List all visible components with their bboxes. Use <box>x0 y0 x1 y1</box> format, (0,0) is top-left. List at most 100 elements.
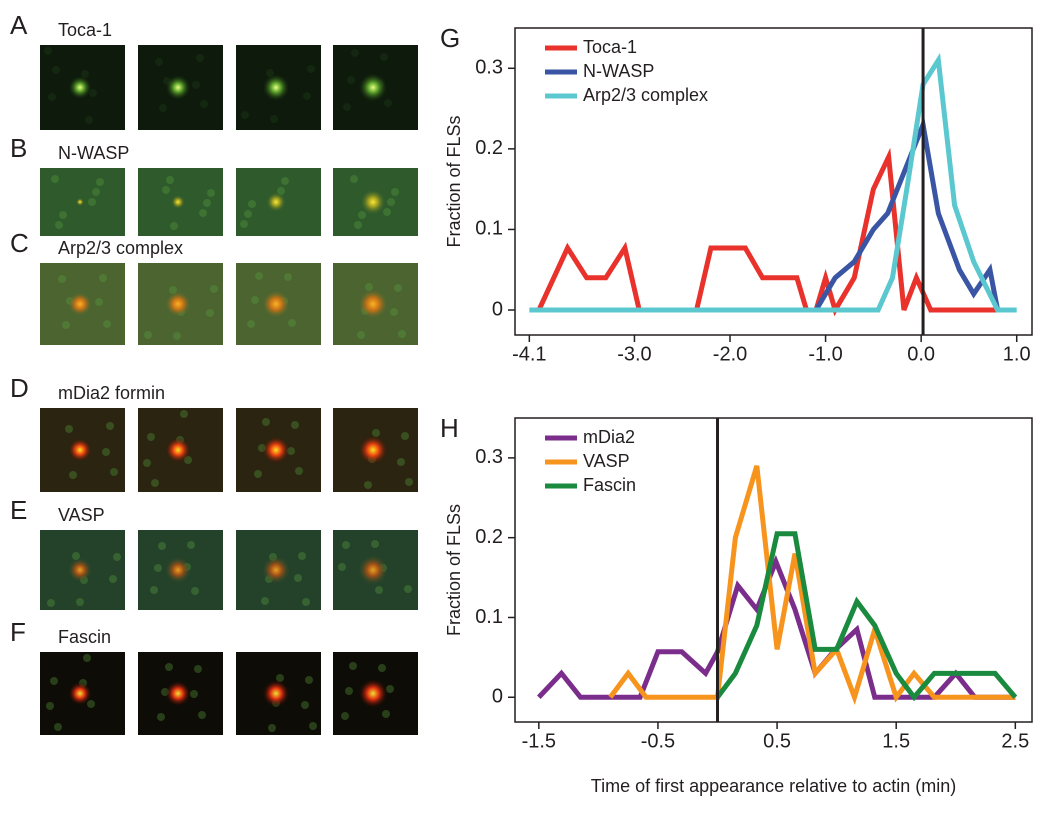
speck <box>173 332 181 340</box>
series-line <box>536 147 1008 317</box>
speck <box>158 542 166 550</box>
x-tick-label: -3.0 <box>617 343 651 365</box>
speck <box>397 458 405 466</box>
spot <box>358 555 388 585</box>
speck <box>281 177 289 185</box>
spot <box>165 74 191 101</box>
x-tick-label: -2.0 <box>713 343 747 365</box>
speck <box>143 459 151 467</box>
speck <box>76 598 84 606</box>
speck <box>387 198 395 206</box>
speck <box>244 210 252 218</box>
speck <box>144 331 152 339</box>
legend-label: Toca-1 <box>583 37 637 57</box>
legend-label: Fascin <box>583 475 636 495</box>
speck <box>170 222 178 230</box>
speck <box>46 702 54 710</box>
legend-label: VASP <box>583 451 630 471</box>
speck <box>203 199 211 207</box>
x-tick-label: 0.0 <box>907 343 935 365</box>
x-tick-label: 2.5 <box>1001 730 1029 752</box>
speck <box>109 575 117 583</box>
speck <box>307 65 315 73</box>
speck <box>47 599 55 607</box>
speck <box>106 422 114 430</box>
spot <box>266 192 286 212</box>
speck <box>162 186 170 194</box>
speck <box>390 308 398 316</box>
speck <box>190 690 198 698</box>
y-tick-label: 0.3 <box>475 57 503 79</box>
speck <box>196 54 204 62</box>
spot <box>358 289 388 319</box>
y-tick-label: 0.3 <box>475 446 503 468</box>
speck <box>270 115 278 123</box>
speck <box>372 429 380 437</box>
y-tick-label: 0.2 <box>475 137 503 159</box>
speck <box>375 586 383 594</box>
speck <box>262 418 270 426</box>
spot <box>68 75 92 100</box>
spot <box>358 435 388 465</box>
panel-letter: F <box>10 617 26 647</box>
spot <box>68 558 92 582</box>
spot <box>165 437 191 463</box>
y-tick-label: 0.1 <box>475 218 503 240</box>
series-line <box>715 531 1018 702</box>
speck <box>302 598 310 606</box>
speck <box>241 111 249 119</box>
speck <box>159 104 167 112</box>
speck <box>58 275 66 283</box>
speck <box>248 200 256 208</box>
legend-label: Arp2/3 complex <box>583 85 708 105</box>
speck <box>380 53 388 61</box>
speck <box>365 283 373 291</box>
y-tick-label: 0.2 <box>475 526 503 548</box>
spot <box>262 556 290 584</box>
speck <box>398 330 406 338</box>
speck <box>59 211 67 219</box>
panel-letter: E <box>10 495 27 525</box>
speck <box>102 448 110 456</box>
speck <box>404 585 412 593</box>
speck <box>150 586 158 594</box>
spot <box>262 73 290 102</box>
y-tick-label: 0 <box>492 298 503 320</box>
panel-letter: A <box>10 10 28 40</box>
speck <box>254 470 262 478</box>
speck <box>92 188 100 196</box>
speck <box>295 467 303 475</box>
series-line <box>538 115 1001 313</box>
speck <box>62 321 70 329</box>
x-tick-label: -1.0 <box>808 343 842 365</box>
speck <box>384 99 392 107</box>
speck <box>309 722 317 730</box>
speck <box>261 597 269 605</box>
panel-letter: C <box>10 228 29 258</box>
series-line <box>529 52 1017 313</box>
panel-letter: H <box>440 413 459 443</box>
speck <box>343 103 351 111</box>
plot-frame <box>514 417 1033 723</box>
speck <box>382 710 390 718</box>
spot <box>358 678 388 709</box>
speck <box>54 723 62 731</box>
speck <box>391 188 399 196</box>
speck <box>198 711 206 719</box>
spot <box>358 72 388 103</box>
speck <box>72 552 80 560</box>
speck <box>364 481 372 489</box>
panel-letter: D <box>10 373 29 403</box>
speck <box>351 49 359 57</box>
speck <box>52 66 60 74</box>
spot <box>262 436 290 464</box>
x-tick-label: 0.5 <box>763 730 791 752</box>
speck <box>268 724 276 732</box>
x-tick-label: 1.5 <box>882 730 910 752</box>
speck <box>199 209 207 217</box>
speck <box>383 208 391 216</box>
speck <box>255 272 263 280</box>
speck <box>157 713 165 721</box>
speck <box>200 100 208 108</box>
spot <box>68 292 92 316</box>
